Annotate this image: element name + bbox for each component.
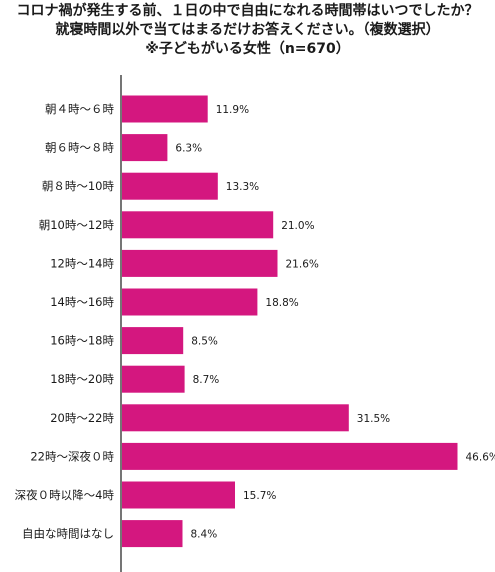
category-label: 14時〜16時 bbox=[50, 295, 114, 309]
bar bbox=[122, 172, 218, 200]
category-label: 朝10時〜12時 bbox=[39, 218, 115, 232]
category-label: 朝８時〜10時 bbox=[42, 179, 115, 193]
data-label: 18.8% bbox=[265, 297, 298, 309]
data-label: 13.3% bbox=[226, 181, 259, 193]
data-label: 15.7% bbox=[243, 490, 276, 502]
data-label: 11.9% bbox=[216, 104, 249, 116]
category-label: 22時〜深夜０時 bbox=[30, 449, 114, 463]
bar bbox=[122, 288, 258, 316]
title-line-3: ※子どもがいる女性（n=670） bbox=[145, 41, 350, 57]
category-label: 朝６時〜８時 bbox=[45, 141, 114, 155]
data-label: 31.5% bbox=[357, 413, 390, 425]
bar bbox=[122, 211, 274, 239]
category-label: 20時〜22時 bbox=[50, 411, 114, 425]
chart-marks: 朝４時〜６時 11.9% 朝６時〜８時 6.3% 朝８時〜10時 13.3% 朝10時〜12… bbox=[15, 95, 495, 548]
data-label: 6.3% bbox=[175, 143, 202, 155]
bar bbox=[122, 404, 349, 432]
bar bbox=[122, 520, 183, 548]
bar bbox=[122, 327, 184, 355]
category-label: 朝４時〜６時 bbox=[45, 102, 114, 116]
category-label: 自由な時間はなし bbox=[22, 527, 114, 541]
bar bbox=[122, 134, 168, 162]
data-label: 8.5% bbox=[191, 336, 218, 348]
bar bbox=[122, 249, 278, 277]
category-label: 深夜０時以降〜4時 bbox=[15, 488, 115, 502]
chart-title: コロナ禍が発生する前、１日の中で自由になれる時間帯はいつでしたか？ 就寝時間以外… bbox=[0, 2, 495, 59]
title-line-2: 就寝時間以外で当てはまるだけお答えください。（複数選択） bbox=[55, 22, 440, 38]
data-label: 21.0% bbox=[281, 220, 314, 232]
data-label: 46.6% bbox=[466, 451, 495, 463]
category-label: 12時〜14時 bbox=[50, 256, 114, 270]
bar bbox=[122, 442, 458, 470]
title-line-1: コロナ禍が発生する前、１日の中で自由になれる時間帯はいつでしたか？ bbox=[16, 3, 479, 19]
category-label: 16時〜18時 bbox=[50, 334, 114, 348]
bar bbox=[122, 481, 235, 509]
data-label: 8.4% bbox=[191, 529, 218, 541]
data-label: 8.7% bbox=[193, 374, 220, 386]
bar bbox=[122, 95, 208, 123]
data-label: 21.6% bbox=[286, 258, 319, 270]
category-label: 18時〜20時 bbox=[50, 372, 114, 386]
bar bbox=[122, 365, 185, 393]
